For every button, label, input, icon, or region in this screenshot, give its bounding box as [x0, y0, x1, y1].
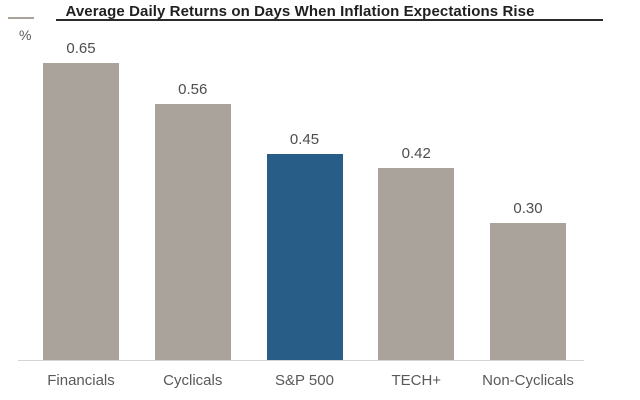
- category-label: S&P 500: [275, 372, 334, 389]
- category-label: Cyclicals: [163, 372, 223, 389]
- bar-value-label: 0.42: [401, 145, 431, 162]
- category-label: TECH+: [391, 372, 442, 389]
- bar-tech-: [378, 168, 455, 360]
- category-label: Financials: [47, 372, 115, 389]
- y-axis-unit-label: %: [19, 27, 32, 43]
- bar-value-label: 0.45: [289, 131, 320, 148]
- chart-title: Average Daily Returns on Days When Infla…: [65, 3, 535, 20]
- bar-cyclicals: [154, 104, 231, 360]
- bar-value-label: 0.56: [178, 81, 208, 98]
- bar-non-cyclicals: [490, 223, 566, 360]
- bar-value-label: 0.30: [513, 200, 543, 217]
- axis-top-dash: [8, 17, 34, 19]
- title-underline: [56, 19, 603, 21]
- bar-s-p-500: [266, 154, 343, 360]
- bar-value-label: 0.65: [66, 40, 96, 57]
- plot-area: 0.65 Financials 0.56 Cyclicals 0.45 S&P 500 0.…: [18, 40, 584, 389]
- category-label: Non-Cyclicals: [482, 372, 574, 389]
- bar-financials: [43, 63, 119, 360]
